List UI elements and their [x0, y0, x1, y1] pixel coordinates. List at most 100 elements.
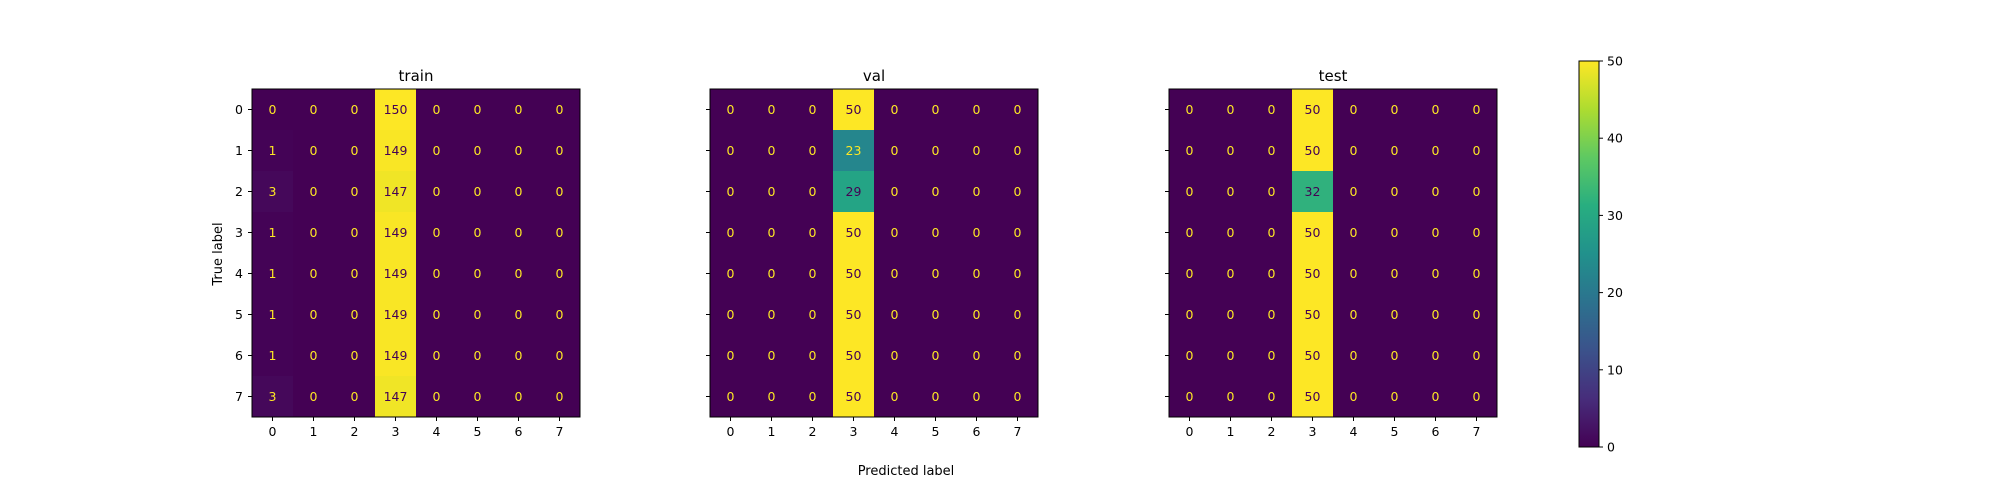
- cell-value-label: 0: [973, 184, 981, 199]
- y-tick-label: 2: [235, 184, 243, 199]
- cell-value-label: 0: [1473, 184, 1481, 199]
- heatmap-cell: [1292, 294, 1334, 336]
- cell-value-label: 0: [1014, 348, 1022, 363]
- heatmap-cell: [792, 294, 834, 336]
- cell-value-label: 0: [1350, 266, 1358, 281]
- heatmap-cell: [1292, 212, 1334, 254]
- cell-value-label: 0: [1268, 143, 1276, 158]
- cell-value-label: 0: [727, 184, 735, 199]
- cell-value-label: 0: [1473, 225, 1481, 240]
- cell-value-label: 0: [1268, 184, 1276, 199]
- cell-value-label: 0: [474, 266, 482, 281]
- heatmap-cell: [1210, 294, 1252, 336]
- heatmap-cell: [710, 335, 752, 377]
- heatmap-cell: [416, 294, 458, 336]
- heatmap-cell: [1169, 335, 1211, 377]
- heatmap-cell: [1251, 171, 1293, 213]
- cell-value-label: 0: [727, 266, 735, 281]
- cell-value-label: 0: [1350, 102, 1358, 117]
- x-tick-label: 1: [768, 424, 776, 439]
- cell-value-label: 0: [351, 143, 359, 158]
- cell-value-label: 0: [351, 102, 359, 117]
- heatmap-cell: [1169, 171, 1211, 213]
- heatmap-cell: [956, 376, 998, 418]
- cell-value-label: 149: [384, 307, 408, 322]
- cell-value-label: 0: [1473, 102, 1481, 117]
- cell-value-label: 0: [1014, 266, 1022, 281]
- x-tick-label: 2: [351, 424, 359, 439]
- heatmap-cell: [915, 130, 957, 172]
- cell-value-label: 0: [351, 266, 359, 281]
- cell-value-label: 0: [973, 102, 981, 117]
- heatmap-cell: [997, 294, 1039, 336]
- cell-value-label: 0: [433, 307, 441, 322]
- cell-value-label: 147: [384, 184, 408, 199]
- x-tick-label: 7: [556, 424, 564, 439]
- heatmap-cell: [457, 89, 499, 131]
- cell-value-label: 0: [932, 143, 940, 158]
- cell-value-label: 50: [1305, 143, 1321, 158]
- cell-value-label: 0: [556, 389, 564, 404]
- cell-value-label: 149: [384, 225, 408, 240]
- cell-value-label: 0: [932, 225, 940, 240]
- cell-value-label: 0: [310, 102, 318, 117]
- cell-value-label: 0: [515, 225, 523, 240]
- cell-value-label: 0: [474, 102, 482, 117]
- heatmap-cell: [997, 212, 1039, 254]
- x-tick-label: 7: [1014, 424, 1022, 439]
- heatmap-cell: [1251, 335, 1293, 377]
- heatmap-cell: [915, 171, 957, 213]
- colorbar: 0 10 20 30 40 50: [1578, 54, 1623, 455]
- cell-value-label: 0: [310, 389, 318, 404]
- cell-value-label: 0: [310, 266, 318, 281]
- cell-value-label: 0: [515, 348, 523, 363]
- cell-value-label: 0: [1473, 307, 1481, 322]
- heatmap-cell: [1374, 335, 1416, 377]
- cell-value-label: 0: [556, 184, 564, 199]
- cell-value-label: 0: [727, 102, 735, 117]
- heatmap-cell: [751, 171, 793, 213]
- heatmap-cell: [293, 376, 335, 418]
- heatmap-cell: [874, 130, 916, 172]
- cell-value-label: 0: [1350, 143, 1358, 158]
- heatmap-cell: [498, 171, 540, 213]
- heatmap-cell: [1333, 376, 1375, 418]
- x-tick-label: 7: [1473, 424, 1481, 439]
- heatmap-cell: [1456, 212, 1498, 254]
- colorbar-tick-label: 0: [1607, 440, 1615, 455]
- cell-value-label: 1: [269, 266, 277, 281]
- cell-value-label: 50: [846, 348, 862, 363]
- heatmap-cell: [956, 294, 998, 336]
- heatmap-cell: [751, 335, 793, 377]
- cell-value-label: 0: [1432, 225, 1440, 240]
- heatmap-cell: [1292, 335, 1334, 377]
- cell-value-label: 0: [1014, 102, 1022, 117]
- cell-value-label: 0: [1227, 225, 1235, 240]
- heatmap-cell: [1374, 212, 1416, 254]
- heatmap-cell: [293, 89, 335, 131]
- cell-value-label: 0: [474, 348, 482, 363]
- heatmap-cell: [956, 171, 998, 213]
- cell-value-label: 0: [1186, 307, 1194, 322]
- heatmap-cell: [997, 335, 1039, 377]
- heatmap-cell: [915, 212, 957, 254]
- cell-value-label: 0: [433, 266, 441, 281]
- cell-value-label: 50: [1305, 225, 1321, 240]
- heatmap-cell: [1251, 376, 1293, 418]
- cell-value-label: 0: [1473, 143, 1481, 158]
- panel-title: train: [399, 67, 434, 85]
- heatmap-cell: [792, 171, 834, 213]
- heatmap-cell: [1251, 89, 1293, 131]
- heatmap-cell: [1456, 171, 1498, 213]
- heatmap-cell: [334, 130, 376, 172]
- heatmap-cell: [375, 376, 417, 418]
- heatmap-cell: [1292, 171, 1334, 213]
- heatmap-cell: [792, 376, 834, 418]
- cell-value-label: 0: [474, 389, 482, 404]
- cell-value-label: 0: [1350, 389, 1358, 404]
- heatmap-cell: [457, 171, 499, 213]
- colorbar-ticks: 0 10 20 30 40 50: [1599, 54, 1623, 455]
- heatmap-cell: [1456, 253, 1498, 295]
- cell-value-label: 0: [310, 348, 318, 363]
- heatmap-cell: [293, 130, 335, 172]
